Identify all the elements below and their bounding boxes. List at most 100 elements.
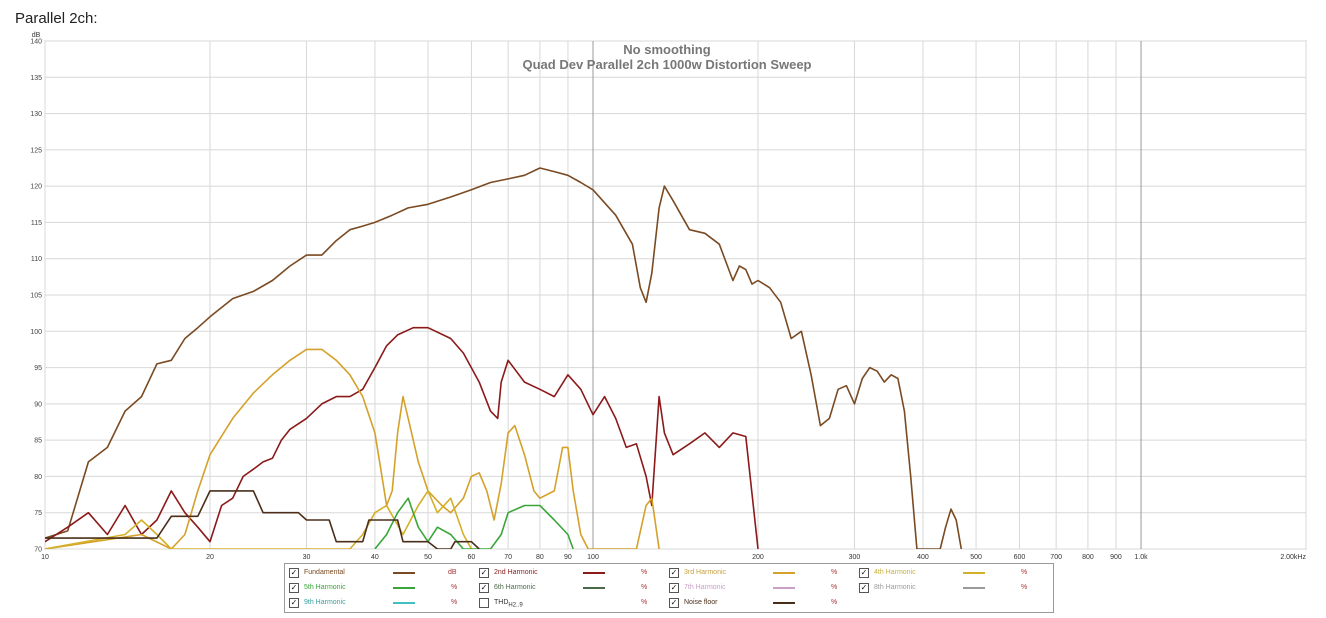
legend-swatch — [393, 602, 415, 604]
legend-item[interactable]: ✓ 5th Harmonic% — [289, 581, 474, 595]
legend-swatch — [773, 572, 795, 574]
x-tick-label: 500 — [970, 554, 982, 560]
y-tick-label: 105 — [30, 293, 42, 300]
legend-checkbox[interactable] — [479, 598, 489, 608]
legend-swatch — [773, 602, 795, 604]
legend-swatch — [393, 587, 415, 589]
chart-subtitle: Quad Dev Parallel 2ch 1000w Distortion S… — [523, 57, 812, 72]
x-tick-label: 800 — [1082, 554, 1094, 560]
y-tick-label: 75 — [34, 510, 42, 517]
y-axis-label: dB — [32, 32, 41, 39]
legend-label: Fundamental — [304, 569, 345, 576]
legend-checkbox[interactable]: ✓ — [289, 583, 299, 593]
legend-item[interactable]: ✓ 2nd Harmonic% — [479, 566, 664, 580]
legend-checkbox[interactable]: ✓ — [669, 598, 679, 608]
legend-item[interactable]: ✓ 6th Harmonic% — [479, 581, 664, 595]
x-tick-label: 20 — [206, 554, 214, 560]
x-tick-label: 70 — [504, 554, 512, 560]
legend-swatch — [963, 572, 985, 574]
legend-checkbox[interactable]: ✓ — [859, 568, 869, 578]
series-line-5th-harmonic — [374, 497, 574, 549]
series-line-fundamental — [45, 167, 963, 549]
y-tick-label: 90 — [34, 401, 42, 408]
series-layer — [45, 167, 963, 549]
legend-unit: % — [1021, 569, 1028, 576]
legend-item[interactable]: THDH2..9% — [479, 596, 664, 610]
legend-label: 5th Harmonic — [304, 584, 346, 591]
series-line-4th-harmonic — [45, 490, 473, 549]
page-heading: Parallel 2ch: — [15, 10, 98, 27]
legend-label: 3rd Harmonic — [684, 569, 727, 576]
legend-checkbox[interactable]: ✓ — [669, 568, 679, 578]
x-tick-label: 90 — [564, 554, 572, 560]
legend-unit: % — [641, 569, 648, 576]
legend-checkbox[interactable]: ✓ — [479, 583, 489, 593]
legend-unit: % — [641, 599, 648, 606]
x-tick-label: 300 — [849, 554, 861, 560]
legend-swatch — [773, 587, 795, 589]
grid-lines — [44, 40, 1307, 550]
x-tick-label: 400 — [917, 554, 929, 560]
legend-item[interactable]: ✓ 7th Harmonic% — [669, 581, 854, 595]
y-tick-label: 95 — [34, 365, 42, 372]
legend-swatch — [583, 587, 605, 589]
x-tick-label: 50 — [424, 554, 432, 560]
y-tick-label: 115 — [31, 220, 42, 227]
legend-label: 9th Harmonic — [304, 599, 346, 606]
legend-label: 4th Harmonic — [874, 569, 916, 576]
y-tick-label: 70 — [34, 547, 42, 554]
legend-swatch — [393, 572, 415, 574]
x-tick-label: 600 — [1014, 554, 1026, 560]
series-line-2nd-harmonic — [45, 326, 759, 549]
legend-label: 7th Harmonic — [684, 584, 726, 591]
x-tick-label: 100 — [587, 554, 599, 560]
y-tick-label: 125 — [30, 147, 42, 154]
legend-checkbox[interactable]: ✓ — [289, 568, 299, 578]
x-tick-label: 900 — [1110, 554, 1122, 560]
legend-swatch — [963, 587, 985, 589]
legend-unit: % — [831, 599, 838, 606]
legend-label: 8th Harmonic — [874, 584, 916, 591]
legend-label: 6th Harmonic — [494, 584, 536, 591]
x-tick-label: 1.0k — [1134, 554, 1148, 560]
legend-item[interactable]: ✓ Fundamental dB — [289, 566, 474, 580]
y-tick-label: 110 — [31, 256, 42, 263]
x-tick-label: 40 — [371, 554, 379, 560]
legend-checkbox[interactable]: ✓ — [669, 583, 679, 593]
legend-unit: % — [831, 569, 838, 576]
legend-item[interactable]: ✓ 3rd Harmonic% — [669, 566, 854, 580]
chart-title: No smoothing — [623, 42, 710, 57]
x-tick-label: 700 — [1050, 554, 1062, 560]
legend-checkbox[interactable]: ✓ — [479, 568, 489, 578]
y-tick-label: 130 — [30, 111, 42, 118]
legend-checkbox[interactable]: ✓ — [859, 583, 869, 593]
legend-swatch — [583, 572, 605, 574]
y-tick-label: 135 — [30, 75, 42, 82]
x-tick-label: 2.00kHz — [1280, 554, 1306, 560]
y-tick-label: 120 — [30, 184, 42, 191]
x-tick-label: 10 — [41, 554, 49, 560]
legend-label: THDH2..9 — [494, 599, 523, 609]
legend-item[interactable]: ✓ Noise floor% — [669, 596, 854, 610]
x-tick-label: 80 — [536, 554, 544, 560]
x-tick-label: 60 — [468, 554, 476, 560]
series-line-noise-floor — [45, 490, 480, 549]
legend-item[interactable]: ✓ 4th Harmonic% — [859, 566, 1044, 580]
legend-unit: % — [831, 584, 838, 591]
legend-unit: % — [451, 584, 458, 591]
legend-unit: dB — [448, 569, 457, 576]
x-tick-label: 30 — [303, 554, 311, 560]
y-tick-label: 85 — [34, 438, 42, 445]
legend-item[interactable]: ✓ 9th Harmonic% — [289, 596, 474, 610]
x-tick-label: 200 — [752, 554, 764, 560]
legend-unit: % — [451, 599, 458, 606]
legend-unit: % — [1021, 584, 1028, 591]
y-tick-label: 80 — [34, 474, 42, 481]
legend-checkbox[interactable]: ✓ — [289, 598, 299, 608]
legend: ✓ Fundamental dB ✓ 2nd Harmonic% ✓ 3rd Harmoni… — [284, 563, 1054, 613]
y-tick-label: 100 — [30, 329, 42, 336]
legend-label: 2nd Harmonic — [494, 569, 538, 576]
legend-unit: % — [641, 584, 648, 591]
y-tick-label: 140 — [30, 39, 42, 46]
legend-item[interactable]: ✓ 8th Harmonic% — [859, 581, 1044, 595]
